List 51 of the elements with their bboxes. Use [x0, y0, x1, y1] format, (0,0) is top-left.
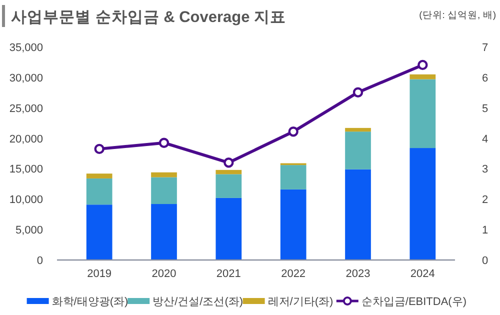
bar [151, 204, 177, 260]
bar [216, 170, 242, 174]
y-tick-label: 35,000 [9, 42, 43, 54]
x-tick-label: 2020 [152, 268, 176, 280]
bar [86, 204, 112, 260]
legend-label: 레저/기타(좌) [268, 296, 334, 308]
bar [86, 178, 112, 205]
x-tick-label: 2024 [410, 268, 435, 280]
bar [345, 128, 371, 132]
y-tick-label: 10,000 [9, 194, 43, 206]
legend-label: 화학/태양광(좌) [52, 296, 128, 308]
y2-tick-label: 0 [482, 255, 488, 267]
y-tick-label: 30,000 [9, 72, 43, 84]
bar [151, 172, 177, 178]
bar [151, 177, 177, 204]
y-tick-label: 15,000 [9, 164, 43, 176]
point [94, 144, 104, 154]
y-tick-label: 5,000 [15, 224, 43, 237]
y2-tick-label: 6 [482, 72, 488, 84]
bar [86, 174, 112, 178]
bar [345, 169, 371, 260]
y2-tick-label: 3 [482, 164, 488, 176]
bar [280, 189, 306, 260]
bar [410, 79, 436, 148]
legend-label: 순차입금/EBITDA(우) [361, 296, 467, 308]
point [352, 87, 364, 98]
bar [410, 74, 436, 80]
y-tick-label: 20,000 [9, 133, 43, 146]
legend-label: 방산/건설/조선(좌) [152, 296, 244, 308]
y2-tick-label: 7 [482, 42, 488, 54]
point [158, 138, 170, 148]
point [418, 60, 428, 70]
bar [410, 148, 436, 260]
y2-tick-label: 4 [482, 133, 488, 146]
x-tick-label: 2022 [281, 268, 306, 280]
y2-tick-label: 5 [482, 102, 488, 115]
bar [216, 198, 242, 260]
x-tick-label: 2023 [346, 268, 370, 280]
bar [216, 174, 242, 198]
y-tick-label: 25,000 [9, 102, 43, 115]
y2-tick-label: 1 [482, 224, 488, 237]
bar [280, 165, 306, 190]
point [224, 158, 234, 168]
bar [345, 132, 371, 170]
y-tick-label: 0 [36, 255, 43, 267]
chart-title: 사업부문별 순차입금 & Coverage 지표 [11, 9, 286, 26]
point [288, 126, 298, 137]
x-tick-label: 2019 [87, 268, 112, 280]
chart-subtitle: (단위: 십억원, 배) [419, 10, 496, 21]
y2-tick-label: 2 [482, 194, 488, 206]
x-tick-label: 2021 [216, 268, 241, 280]
